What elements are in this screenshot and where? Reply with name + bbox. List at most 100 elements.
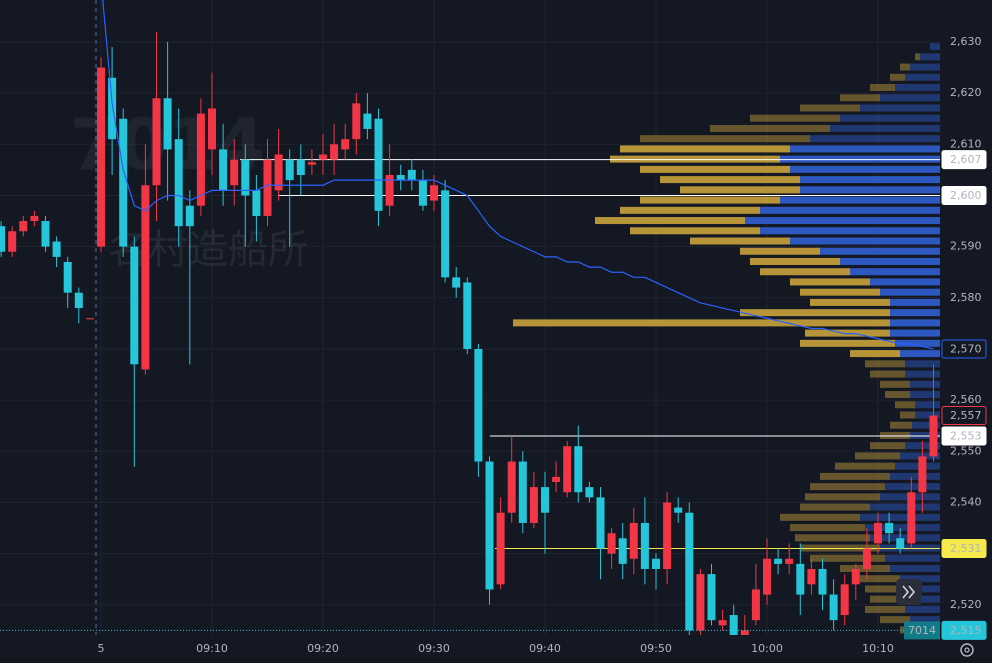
y-tick-label: 2,580 [950,291,982,304]
profile-up [890,309,940,317]
profile-down [640,165,790,173]
profile-down [870,370,905,378]
profile-up [790,165,940,173]
profile-down [790,278,870,286]
candle-body [718,620,727,626]
profile-up [900,575,940,583]
candle-body [507,461,516,513]
profile-up [905,73,940,81]
scroll-button[interactable] [896,579,922,605]
lines [0,0,940,631]
candle-body [385,174,394,206]
scroll-icon[interactable] [902,585,916,599]
x-tick-label: 09:50 [640,642,672,655]
candle-body [785,558,794,564]
profile-up [880,288,940,296]
profile-down [865,585,905,593]
profile-down [740,309,890,317]
profile-down [660,176,800,184]
candle-body [152,98,161,186]
level-label: 2,531 [950,542,982,555]
profile-down [800,503,870,511]
level-label-bg [941,185,987,205]
candle-body [352,103,361,140]
profile-up [895,339,940,347]
settings-button[interactable] [960,643,974,657]
x-tick-label: 5 [98,642,105,655]
profile-up [820,247,940,255]
candle-body [829,594,838,621]
profile-down [855,452,900,460]
low-label: 2,515 [950,624,982,637]
profile-down [810,554,885,562]
level-label: 2,607 [950,153,982,166]
candle-body [41,221,50,247]
profile-down [865,605,905,613]
profile-up [905,370,940,378]
profile-down [620,145,790,153]
candle-body [541,487,549,513]
level-label-bg [941,426,987,446]
gear-center[interactable] [964,647,970,653]
candle-body [807,568,816,585]
candle-body [30,215,39,222]
profile-down [620,206,760,214]
candle-body [563,446,572,493]
profile-up [895,84,940,92]
profile-up [800,176,940,184]
vwap-label-bg [941,339,987,359]
profile-down [513,319,890,327]
candle-body [174,139,183,227]
level-label-bg [941,150,987,170]
profile-down [870,442,905,450]
profile-down [710,124,830,132]
profile-down [740,247,820,255]
profile-down [640,135,810,143]
level-label: 2,553 [950,429,982,442]
profile-up [800,186,940,194]
profile-up [890,564,940,572]
profile-up [870,278,940,286]
y-tick-label: 2,610 [950,137,982,150]
symbol-tag-bg [904,621,940,640]
candle-body [319,154,327,160]
candle-body [640,522,649,569]
gear-icon[interactable] [960,643,974,657]
candle-body [585,487,594,498]
candle-body [374,118,383,211]
y-tick-label: 2,540 [950,495,982,508]
profile-down [630,227,760,235]
profile-down [900,411,915,419]
profile-down [890,421,912,429]
profile-up [830,124,940,132]
candle-body [441,190,450,278]
candle-body [418,180,427,206]
profile-down [810,483,885,491]
profile-down [690,237,790,245]
candle-body [574,446,583,493]
profile-down [800,104,860,112]
profile-down [870,84,895,92]
candle-body [163,98,172,150]
profile-down [865,360,905,368]
profile-up [860,513,940,521]
volume-profile [513,43,940,634]
candle-body [185,205,194,227]
candle-body [363,113,372,129]
profile-down [820,472,890,480]
candle-body [130,246,139,365]
candle-body [907,492,916,544]
profile-up [760,227,940,235]
candle-body [796,563,805,595]
profile-up [895,462,940,470]
candle-body [141,185,150,370]
profile-up [890,329,940,337]
candle-body [596,497,605,549]
profile-down [805,493,880,501]
profile-down [780,513,860,521]
profile-down [915,53,920,61]
profile-down [810,298,890,306]
candle-body [219,149,228,191]
x-tick-label: 09:10 [196,642,228,655]
